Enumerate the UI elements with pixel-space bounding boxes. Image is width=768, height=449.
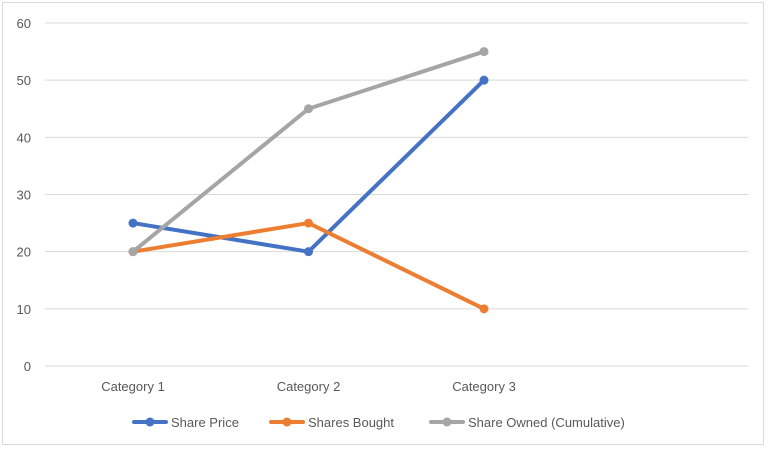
legend-swatch-marker bbox=[282, 417, 292, 427]
legend-label: Share Owned (Cumulative) bbox=[468, 415, 625, 430]
gridlines bbox=[45, 22, 748, 367]
legend-item: Share Price bbox=[132, 415, 239, 430]
x-category-label: Category 1 bbox=[101, 379, 165, 394]
y-tick-label: 20 bbox=[17, 245, 31, 260]
x-category-label: Category 2 bbox=[277, 379, 341, 394]
legend-item: Shares Bought bbox=[269, 415, 394, 430]
series-share-owned-cumulative bbox=[128, 47, 489, 257]
data-point bbox=[304, 104, 313, 114]
legend: Share Price Shares Bought Share Owned (Cum… bbox=[132, 415, 625, 430]
series-line bbox=[131, 221, 486, 311]
y-tick-label: 30 bbox=[17, 188, 31, 203]
y-tick-label: 60 bbox=[17, 16, 31, 31]
x-category-label: Category 3 bbox=[452, 379, 516, 394]
data-point bbox=[304, 247, 313, 257]
y-tick-label: 0 bbox=[24, 359, 31, 374]
data-point bbox=[304, 218, 313, 228]
data-point bbox=[128, 218, 138, 228]
y-axis: 0 10 20 30 40 50 60 bbox=[17, 16, 31, 374]
y-tick-label: 40 bbox=[17, 130, 31, 145]
x-axis: Category 1 Category 2 Category 3 bbox=[101, 379, 516, 394]
series-group bbox=[128, 47, 489, 314]
y-tick-label: 10 bbox=[17, 302, 31, 317]
legend-swatch-marker bbox=[145, 417, 155, 427]
legend-swatch-marker bbox=[442, 417, 452, 427]
series-share-price bbox=[128, 75, 489, 257]
data-point bbox=[479, 47, 489, 57]
data-point bbox=[479, 75, 489, 85]
data-point bbox=[128, 247, 138, 257]
legend-label: Shares Bought bbox=[308, 415, 394, 430]
legend-label: Share Price bbox=[171, 415, 239, 430]
legend-item: Share Owned (Cumulative) bbox=[429, 415, 625, 430]
y-tick-label: 50 bbox=[17, 73, 31, 88]
data-point bbox=[479, 304, 489, 314]
